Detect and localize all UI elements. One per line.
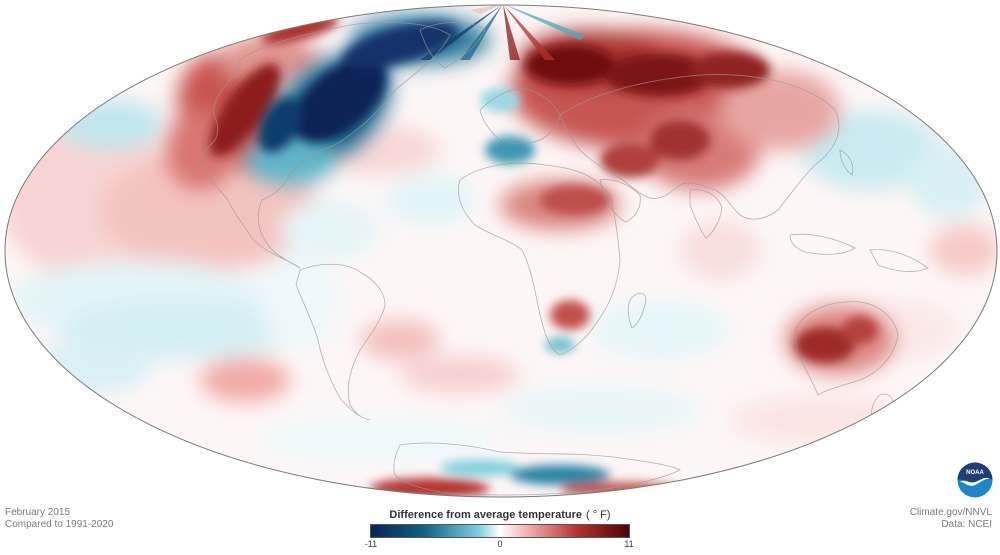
legend-mid-label: 0: [497, 539, 503, 549]
coastlines: [202, 22, 929, 496]
legend-ticks: -11 0 11: [365, 538, 634, 550]
source-label: Climate.gov/NNVL: [909, 507, 992, 518]
world-map: [4, 4, 998, 498]
noaa-logo-icon: NOAA: [957, 462, 993, 498]
legend-max-label: 11: [624, 539, 634, 549]
source-info: Climate.gov/NNVL Data: NCEI: [910, 507, 992, 531]
legend-unit: ( ° F): [586, 509, 611, 521]
legend-title-row: Difference from average temperature ( ° F…: [370, 509, 630, 522]
legend-title: Difference from average temperature: [389, 509, 582, 521]
globe-border: [4, 4, 998, 498]
anomaly-field: [5, 5, 997, 497]
date-info: February 2015 Compared to 1991-2020: [5, 507, 113, 531]
data-source-label: Data: NCEI: [941, 519, 992, 530]
anomaly-map-svg: [4, 4, 998, 498]
noaa-logo-text: NOAA: [966, 470, 984, 476]
color-legend: Difference from average temperature ( ° F…: [365, 509, 634, 550]
date-label: February 2015: [5, 507, 71, 518]
baseline-label: Compared to 1991-2020: [5, 519, 114, 530]
legend-color-bar: [370, 524, 630, 538]
legend-min-label: -11: [364, 539, 378, 549]
